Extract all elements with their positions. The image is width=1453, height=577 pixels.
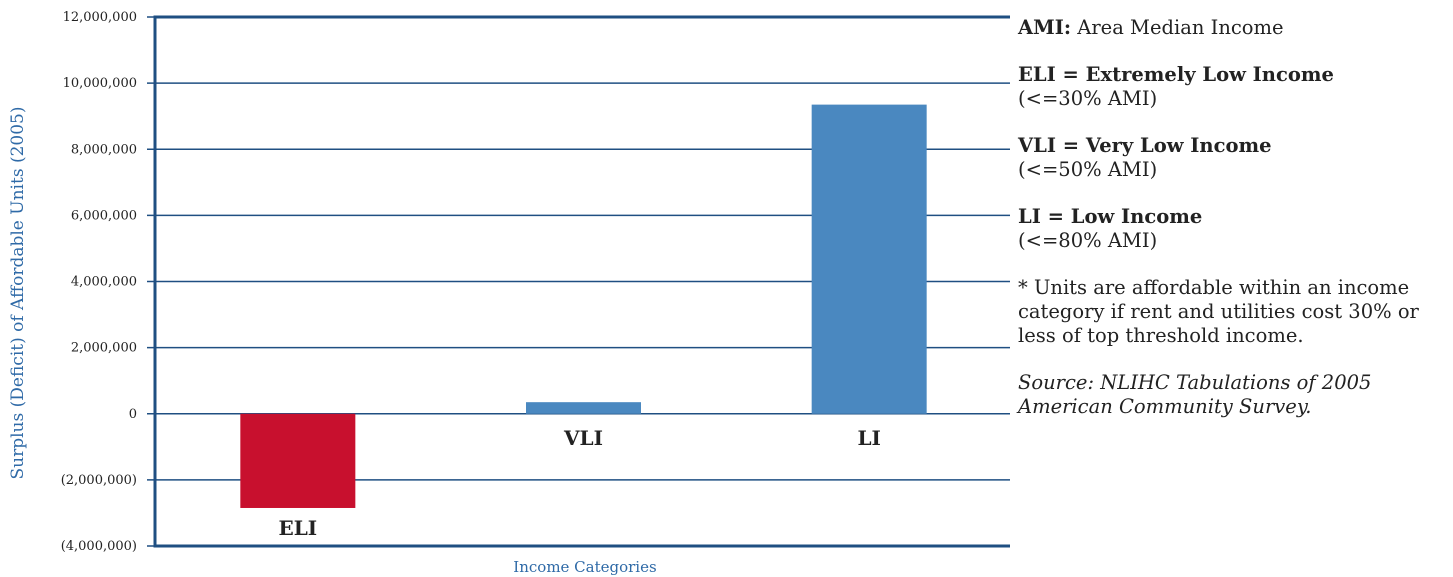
y-tick-label: 0 (129, 407, 137, 422)
bar-chart: 12,000,000 10,000,000 8,000,000 6,000,000 4,… (8, 10, 1010, 576)
bar-vli (526, 402, 641, 414)
legend-li-range: (<=80% AMI) (1018, 229, 1158, 252)
y-tick-label: 6,000,000 (71, 208, 137, 223)
y-tick-label: 4,000,000 (71, 275, 137, 290)
legend-vli-title: VLI = Very Low Income (1018, 134, 1272, 157)
x-axis-label: Income Categories (513, 558, 656, 576)
bars (240, 104, 927, 508)
y-tick-label: 2,000,000 (71, 341, 137, 356)
y-tick-label: 8,000,000 (71, 142, 137, 157)
legend-panel: AMI: Area Median Income ELI = Extremely … (1018, 16, 1448, 442)
legend-li: LI = Low Income (<=80% AMI) (1018, 205, 1448, 253)
legend-vli: VLI = Very Low Income (<=50% AMI) (1018, 134, 1448, 182)
legend-ami-desc: Area Median Income (1077, 16, 1284, 39)
plot-frame (153, 15, 1010, 548)
y-axis-label: Surplus (Deficit) of Affordable Units (2… (8, 107, 28, 480)
category-label-li: LI (857, 426, 880, 450)
bar-eli (240, 413, 356, 508)
legend-ami-term: AMI: (1018, 16, 1072, 39)
y-tick-label: (2,000,000) (61, 473, 137, 488)
legend-eli-title: ELI = Extremely Low Income (1018, 63, 1334, 86)
category-label-eli: ELI (278, 516, 317, 540)
legend-vli-range: (<=50% AMI) (1018, 158, 1158, 181)
legend-li-title: LI = Low Income (1018, 205, 1203, 228)
legend-note: * Units are affordable within an income … (1018, 276, 1419, 347)
legend-source: Source: NLIHC Tabulations of 2005 Americ… (1018, 371, 1372, 418)
category-label-vli: VLI (563, 426, 603, 450)
y-tick-label: 12,000,000 (63, 10, 137, 25)
bar-li (811, 104, 927, 414)
y-tick-label: 10,000,000 (63, 76, 137, 91)
legend-eli-range: (<=30% AMI) (1018, 87, 1158, 110)
y-tick-labels: 12,000,000 10,000,000 8,000,000 6,000,000 4,… (61, 10, 137, 554)
y-tick-label: (4,000,000) (61, 539, 137, 554)
category-labels: ELI VLI LI (278, 426, 880, 540)
legend-ami: AMI: Area Median Income (1018, 16, 1448, 40)
legend-eli: ELI = Extremely Low Income (<=30% AMI) (1018, 63, 1448, 111)
